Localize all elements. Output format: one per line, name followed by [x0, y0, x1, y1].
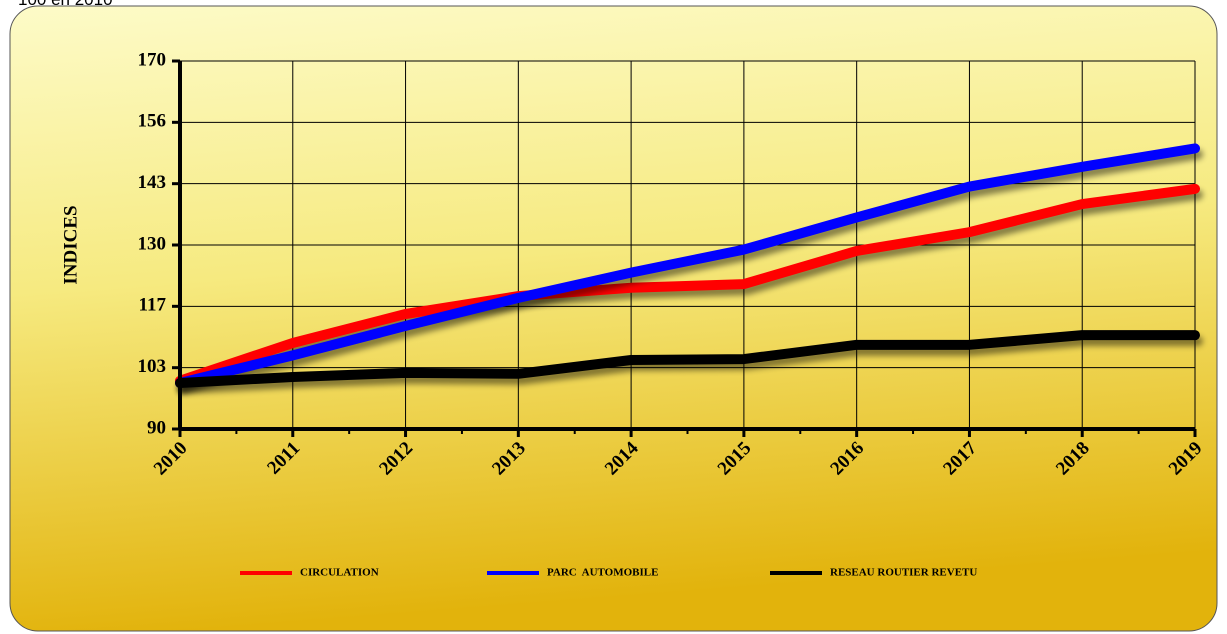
legend: CIRCULATION PARC AUTOMOBILE RESEAU ROUTIER… — [240, 567, 977, 579]
y-tick-label: 170 — [138, 49, 167, 70]
y-axis-title: INDICES — [60, 205, 81, 284]
y-tick-label: 103 — [138, 356, 167, 377]
y-tick-label: 156 — [138, 111, 167, 132]
series-line — [175, 330, 1200, 388]
series-line — [175, 143, 1200, 388]
panel — [9, 5, 1218, 632]
grid — [179, 60, 1196, 430]
y-tick-label: 130 — [138, 233, 167, 254]
plot — [175, 143, 1200, 388]
y-tick-label: 90 — [147, 417, 166, 438]
legend-label: CIRCULATION — [300, 567, 379, 579]
subtitle: 100 en 2010 — [18, 0, 113, 9]
legend-label: PARC AUTOMOBILE — [547, 567, 658, 579]
y-tick-label: 143 — [138, 172, 167, 193]
series-line — [175, 183, 1200, 386]
legend-label: RESEAU ROUTIER REVETU — [830, 567, 977, 579]
y-tick-label: 117 — [139, 295, 167, 316]
